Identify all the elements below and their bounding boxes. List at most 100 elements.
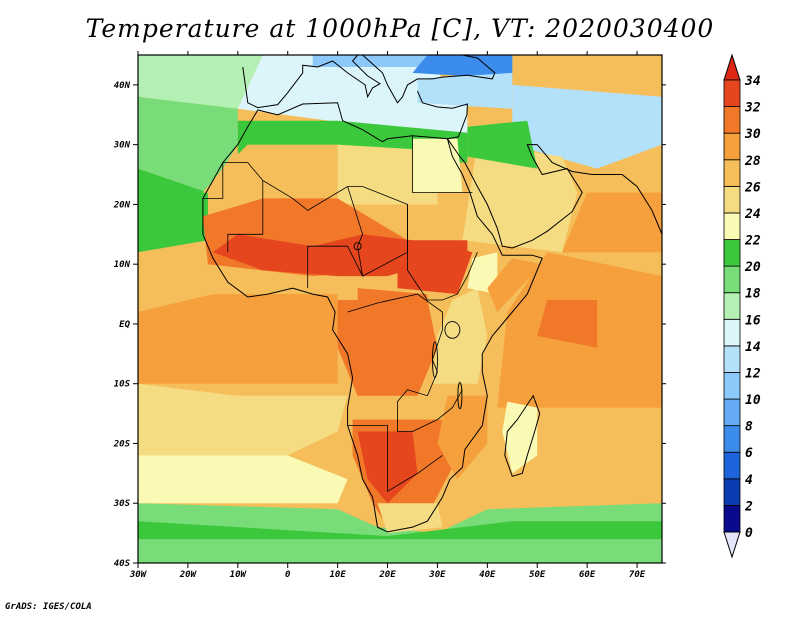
country-border-6 [347,425,443,493]
colorbar-label: 26 [744,180,761,195]
colorbar-label: 22 [744,234,761,249]
temperature-regions [138,55,662,563]
country-border-1 [227,180,264,253]
region-ethiopia-highlands [467,252,498,295]
country-border-0 [202,162,408,253]
colorbar-label: 2 [744,499,753,514]
region-south-africa-south [377,503,443,534]
region-north-atlantic [138,96,238,193]
colorbar-label: 12 [745,366,761,381]
x-tick-label: 30W [129,570,148,580]
colorbar-over-triangle [723,53,741,81]
colorbar-label: 24 [744,207,761,222]
colorbar-swatch [723,505,741,533]
region-south-atlantic-cool [138,443,348,504]
colorbar-label: 6 [745,446,753,461]
region-black-sea-cold [412,55,513,79]
region-sudan-east-hot [397,240,473,295]
x-tick-label: 20E [378,570,396,580]
colorbar-swatch [723,212,741,240]
colorbar-swatch [723,398,741,427]
region-mediterranean [237,55,468,139]
y-tick-label: 10S [114,380,131,390]
madagascar-coastline [504,394,541,477]
africa-coastline [202,102,543,533]
country-border-3 [412,135,473,193]
y-tick-label: 20N [113,200,131,210]
colorbar-swatch [723,265,741,294]
colorbar-label: 30 [744,127,761,142]
y-tick-label: 30N [113,141,131,151]
colorbar-swatch [723,318,741,347]
x-tick-label: 20W [179,570,198,580]
colorbar-swatch [723,345,741,373]
region-red-sea-arabia [462,144,578,253]
x-tick-label: 60E [579,570,596,580]
x-tick-label: 70E [629,570,646,580]
region-madagascar [502,401,538,474]
country-border-2 [347,186,408,277]
region-central-africa-hot [357,288,428,336]
colorbar-under-triangle [723,531,741,559]
y-tick-label: 10N [114,260,131,270]
lake-chad [353,242,362,251]
region-mozambique [437,395,488,480]
colorbar-label: 16 [745,313,761,328]
levant-anatolia-coastline [417,90,468,140]
region-anatolia [417,72,513,109]
temperature-field [138,55,662,563]
region-tropical-atlantic [138,294,338,384]
region-egypt-nile [412,138,463,193]
colorbar-swatch [723,106,741,134]
region-east-africa-highlands [432,288,488,384]
x-tick-label: 50E [529,570,546,580]
region-atlantic-far-north [138,55,263,109]
lake-victoria [444,321,461,339]
colorbar-label: 10 [745,393,761,408]
colorbar-swatch [723,79,741,107]
region-iran-plateau [512,84,662,169]
colorbar-label: 34 [744,74,761,89]
region-south-atlantic-mid [138,383,348,456]
country-border-5 [347,293,463,432]
x-tick-label: 40E [479,570,496,580]
latitude-axis: 40N 30N 20N 10N EQ 10S 20S 30S 40S [113,81,666,569]
y-tick-label: EQ [119,320,130,330]
colorbar-swatch [723,292,741,320]
colorbar-swatch [723,451,741,480]
x-tick-label: 0 [285,570,291,580]
europe-coastline [242,55,496,109]
region-arabia-north [467,120,538,169]
colorbar-label: 14 [745,340,761,355]
colorbar-swatch [723,185,741,214]
country-border-7 [307,245,363,289]
colorbar-swatch [723,425,741,453]
x-tick-label: 10W [230,570,248,580]
region-sahara-west [202,144,338,211]
y-tick-label: 30S [113,499,131,509]
y-tick-label: 20S [113,439,131,449]
region-arabian-sea [562,192,662,253]
region-southern-ocean [138,503,662,563]
lake-tanganyika [431,341,438,379]
coastlines [202,55,662,533]
region-indian-ocean-warm [537,300,598,348]
colorbar-label: 32 [744,101,761,116]
colorbar-label: 20 [744,260,761,275]
colorbar-swatch [723,132,741,161]
longitude-axis: 30W 20W 10W 0 10E 20E 30E 40E 50E 60E 70E [129,51,646,580]
x-tick-label: 30E [428,570,446,580]
colorbar-label: 28 [744,154,761,169]
colorbar-swatch [723,159,741,187]
x-tick-label: 10E [329,570,346,580]
y-tick-label: 40N [114,81,131,91]
region-horn-of-africa [487,258,543,312]
lake-malawi [457,382,463,410]
footer-credit: GrADS: IGES/COLA [5,602,92,612]
colorbar-label: 4 [745,473,753,488]
colorbar-label: 18 [745,287,761,302]
colorbar-swatch [723,372,741,400]
colorbar-label: 8 [745,420,753,435]
